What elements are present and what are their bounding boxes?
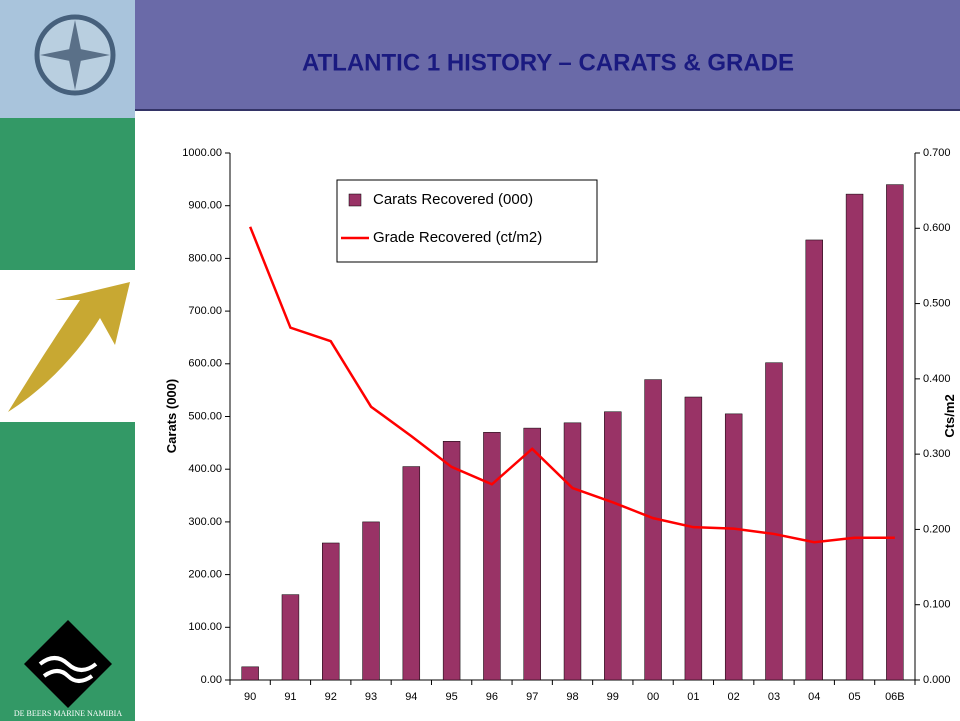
bar — [765, 362, 783, 681]
y-tick-label: 100.00 — [188, 621, 222, 633]
bar — [281, 594, 300, 681]
y2-axis-title: Cts/m2 — [942, 394, 957, 437]
y-tick-label: 700.00 — [188, 305, 222, 317]
y2-tick-label: 0.600 — [923, 222, 951, 234]
legend-swatch — [348, 193, 362, 207]
bar — [442, 441, 461, 681]
y-tick-label: 200.00 — [188, 569, 222, 581]
y2-tick-label: 0.700 — [923, 147, 951, 159]
bar — [805, 239, 823, 681]
legend-box — [336, 179, 598, 263]
bar — [241, 666, 259, 681]
y-tick-label: 600.00 — [188, 358, 222, 370]
x-tick-label: 98 — [566, 691, 578, 703]
x-tick-label: 01 — [687, 691, 699, 703]
x-tick-label: 95 — [445, 691, 457, 703]
y2-tick-label: 0.100 — [923, 599, 951, 611]
x-tick-label: 03 — [768, 691, 780, 703]
x-tick-label: 06B — [885, 691, 905, 703]
bar — [684, 396, 703, 681]
bar — [845, 193, 864, 681]
bar — [886, 184, 904, 681]
plot: 0.00 100.00 200.00 300.00 400.00 500.00 600.00… — [182, 147, 950, 703]
x-tick-label: 93 — [365, 691, 377, 703]
compass-needle — [40, 20, 110, 90]
y2-tick-label: 0.000 — [923, 674, 951, 686]
y2-tick-label: 0.300 — [923, 448, 951, 460]
legend-label: Carats Recovered (000) — [373, 191, 533, 208]
bar — [644, 379, 662, 681]
x-tick-label: 92 — [325, 691, 337, 703]
bar — [362, 521, 380, 681]
y-tick-label: 800.00 — [188, 252, 222, 264]
bar — [604, 411, 622, 681]
bar — [322, 542, 340, 681]
brand-text: DE BEERS MARINE NAMIBIA — [14, 709, 122, 718]
y-tick-label: 0.00 — [201, 674, 222, 686]
y-tick-label: 500.00 — [188, 410, 222, 422]
legend-label: Grade Recovered (ct/m2) — [373, 229, 542, 246]
y-tick-label: 400.00 — [188, 463, 222, 475]
x-tick-label: 94 — [405, 691, 417, 703]
y2-tick-label: 0.500 — [923, 297, 951, 309]
chart-title: ATLANTIC 1 HISTORY – CARATS & GRADE — [302, 49, 794, 76]
bar — [483, 432, 501, 681]
x-tick-label: 05 — [848, 691, 860, 703]
line — [248, 226, 895, 544]
x-tick-label: 99 — [607, 691, 619, 703]
y-tick-label: 900.00 — [188, 200, 222, 212]
x-tick-label: 02 — [728, 691, 740, 703]
x-tick-label: 96 — [486, 691, 498, 703]
arrow-icon — [8, 282, 130, 412]
x-tick-label: 91 — [284, 691, 296, 703]
bar — [724, 413, 743, 681]
x-tick-label: 00 — [647, 691, 659, 703]
y2-tick-label: 0.200 — [923, 523, 951, 535]
x-tick-label: 90 — [244, 691, 256, 703]
x-tick-label: 97 — [526, 691, 538, 703]
y-tick-label: 300.00 — [188, 516, 222, 528]
bar — [523, 427, 541, 681]
y-axis-title: Carats (000) — [164, 379, 179, 453]
x-tick-label: 04 — [808, 691, 820, 703]
bar — [563, 422, 582, 681]
y-tick-label: 1000.00 — [182, 147, 222, 159]
header-band — [135, 0, 960, 110]
bar — [402, 466, 421, 681]
brand-logo-waves — [38, 656, 98, 683]
y2-tick-label: 0.400 — [923, 373, 951, 385]
